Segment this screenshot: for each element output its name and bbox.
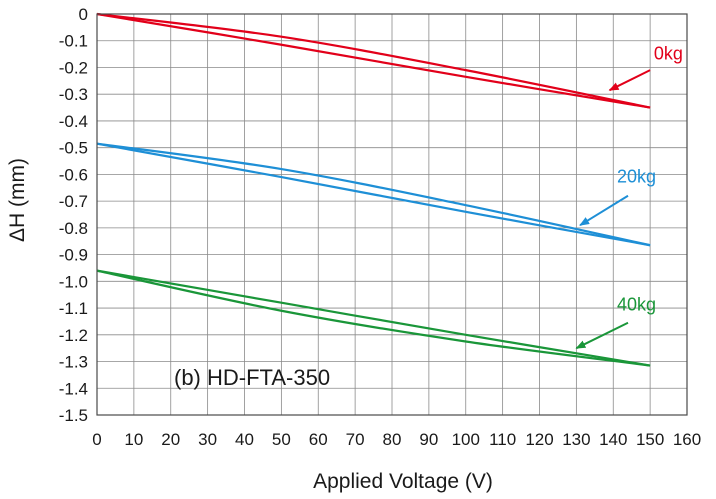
x-tick-label: 40 bbox=[235, 430, 254, 449]
y-tick-label: -0.9 bbox=[59, 246, 88, 265]
x-tick-label: 20 bbox=[161, 430, 180, 449]
y-tick-label: -0.5 bbox=[59, 139, 88, 158]
plot-frame bbox=[96, 13, 688, 416]
x-tick-label: 150 bbox=[636, 430, 664, 449]
y-tick-label: -1.5 bbox=[59, 406, 88, 425]
series-0kg bbox=[96, 12, 651, 109]
series-line-20kg-lower bbox=[96, 142, 651, 247]
x-tick-label: 120 bbox=[525, 430, 553, 449]
x-tick-label: 10 bbox=[124, 430, 143, 449]
y-tick-label: -1.3 bbox=[59, 353, 88, 372]
y-axis-label: ΔH (mm) bbox=[6, 158, 29, 242]
y-tick-label: -1.0 bbox=[59, 272, 88, 291]
series-line-40kg-lower bbox=[96, 269, 651, 367]
y-tick-label: 0 bbox=[79, 5, 88, 24]
series-line-0kg-upper bbox=[96, 12, 651, 109]
series-40kg bbox=[96, 269, 651, 367]
x-tick-label: 50 bbox=[272, 430, 291, 449]
y-tick-label: -0.4 bbox=[59, 112, 88, 131]
x-tick-label: 70 bbox=[346, 430, 365, 449]
series-label-20kg: 20kg bbox=[617, 166, 656, 186]
x-tick-label: 80 bbox=[383, 430, 402, 449]
x-tick-label: 100 bbox=[452, 430, 480, 449]
y-tick-label: -0.1 bbox=[59, 32, 88, 51]
series-20kg bbox=[96, 142, 651, 247]
annotation-arrow-20kg bbox=[579, 194, 629, 227]
series-line-20kg-upper bbox=[96, 142, 651, 247]
x-tick-labels: 0 10 20 30 40 50 60 70 80 90 100 110 120 130 140 150 160 bbox=[92, 430, 701, 449]
y-tick-label: -0.8 bbox=[59, 219, 88, 238]
x-tick-label: 90 bbox=[419, 430, 438, 449]
y-tick-label: -0.3 bbox=[59, 85, 88, 104]
y-tick-label: -0.6 bbox=[59, 165, 88, 184]
series-label-0kg: 0kg bbox=[654, 43, 683, 63]
y-tick-label: -1.4 bbox=[59, 379, 88, 398]
y-tick-label: -1.1 bbox=[59, 299, 88, 318]
annotation-layer: 0kg 20kg 40kg bbox=[575, 43, 683, 350]
x-tick-label: 160 bbox=[673, 430, 701, 449]
series-line-40kg-upper bbox=[96, 269, 651, 367]
x-tick-label: 60 bbox=[309, 430, 328, 449]
x-tick-label: 30 bbox=[198, 430, 217, 449]
series-layer bbox=[96, 12, 651, 367]
series-label-40kg: 40kg bbox=[617, 295, 656, 315]
x-tick-label: 130 bbox=[562, 430, 590, 449]
y-tick-label: -0.2 bbox=[59, 58, 88, 77]
x-tick-label: 0 bbox=[92, 430, 101, 449]
x-tick-label: 140 bbox=[599, 430, 627, 449]
y-tick-labels: 0 -0.1 -0.2 -0.3 -0.4 -0.5 -0.6 -0.7 -0.8 -0.9 -1.… bbox=[59, 5, 88, 425]
y-tick-label: -1.2 bbox=[59, 326, 88, 345]
series-line-0kg-lower bbox=[96, 12, 651, 109]
x-axis-label: Applied Voltage (V) bbox=[313, 470, 493, 493]
y-tick-label: -0.7 bbox=[59, 192, 88, 211]
x-tick-label: 110 bbox=[489, 430, 516, 449]
annotation-arrow-40kg bbox=[575, 321, 629, 350]
panel-label: (b) HD-FTA-350 bbox=[174, 365, 330, 390]
annotation-arrow-0kg bbox=[608, 69, 651, 92]
